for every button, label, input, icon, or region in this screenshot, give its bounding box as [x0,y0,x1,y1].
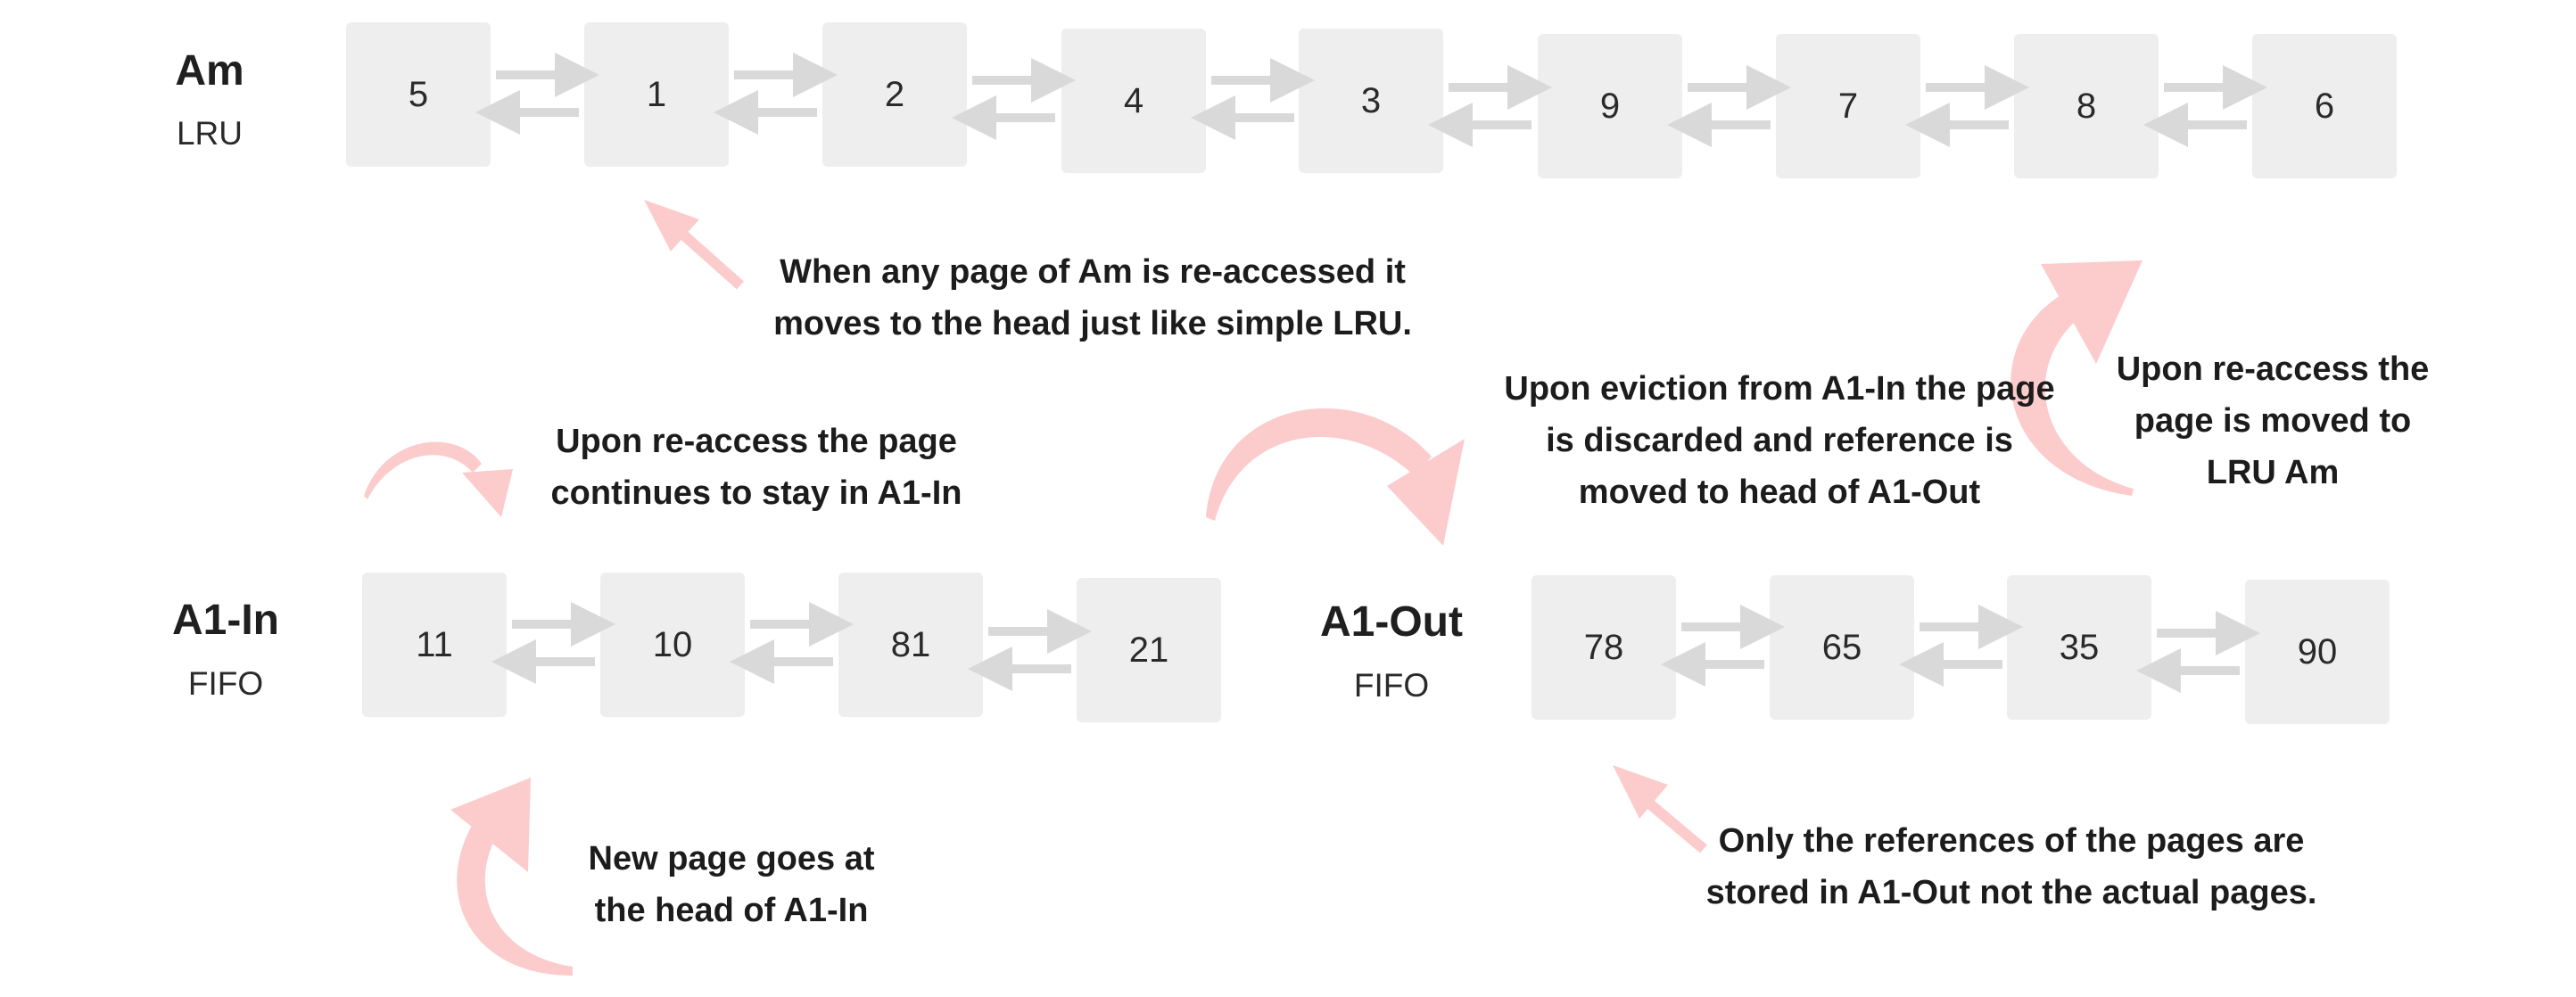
a1out-refs-note: Only the references of the pages are stor… [1705,822,2317,911]
am-page-node: 8 [2014,34,2159,178]
am-page-node: 5 [346,22,491,167]
a1out-page-node: 90 [2245,580,2390,724]
am-page-node: 2 [822,22,967,167]
am-reaccess-arrow [644,200,744,290]
am-queue-policy: LRU [176,115,244,152]
a1in-reaccess-arrow [364,441,513,517]
new-page-arrow [450,778,573,976]
a1in-page-node: 21 [1077,578,1221,722]
a1in-eviction-note: Upon eviction from A1-In the page is disc… [1504,370,2055,511]
a1out-to-am-arrow [2010,260,2143,496]
am-page-node: 3 [1299,29,1443,173]
am-reaccess-note: When any page of Am is re-accessed it mov… [773,253,1412,342]
a1out-page-node: 65 [1770,575,1914,720]
a1out-queue-title: A1-Out [1320,598,1463,646]
am-queue-title: Am [175,47,244,95]
a1in-page-node: 11 [362,573,507,717]
link-arrows [475,53,2267,693]
am-page-node: 4 [1061,29,1206,173]
a1out-queue-policy: FIFO [1353,667,1430,704]
a1in-queue-title: A1-In [172,597,279,644]
a1out-refs-arrow [1613,765,1707,853]
am-page-node: 1 [584,22,729,167]
a1in-page-node: 81 [838,573,983,717]
a1out-page-node: 78 [1532,575,1676,720]
am-page-node: 9 [1538,34,1682,178]
a1in-reaccess-note: Upon re-access the page continues to stay… [550,423,962,512]
a1out-reaccess-note: Upon re-access the page is moved to LRU Am [2116,350,2430,491]
a1out-page-node: 35 [2007,575,2151,720]
flow-arrows [364,200,2143,976]
a1in-page-node: 10 [600,573,745,717]
a1in-queue-policy: FIFO [187,665,264,702]
new-page-note: New page goes at the head of A1-In [588,840,875,929]
am-page-node: 6 [2252,34,2397,178]
a1in-eviction-arrow [1206,408,1465,546]
am-page-node: 7 [1776,34,1920,178]
